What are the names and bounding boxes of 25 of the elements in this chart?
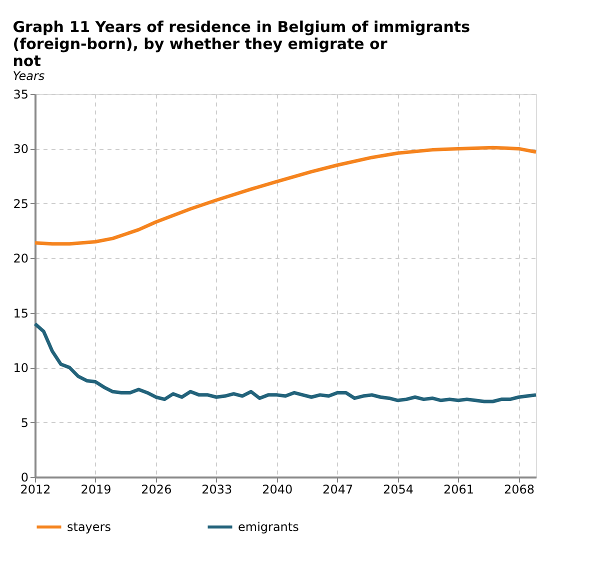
- line-series: [33, 322, 538, 404]
- y-tick-label: 35: [13, 88, 28, 102]
- chart-subtitle: Years: [12, 69, 45, 83]
- x-tick-label: 2047: [322, 482, 354, 496]
- x-tick-label: 2061: [443, 482, 474, 496]
- text: not: [12, 52, 41, 70]
- x-tick-label: 2068: [504, 482, 534, 496]
- x-tick-label: 2026: [141, 482, 172, 496]
- legend-label: emigrants: [238, 520, 299, 534]
- text: (foreign-born), by whether they emigrate or: [12, 35, 388, 53]
- y-tick-label: 30: [13, 142, 28, 156]
- y-tick-label: 0: [20, 470, 28, 484]
- y-tick-label: 20: [13, 252, 28, 266]
- y-tick-label: 15: [13, 306, 28, 320]
- x-tick-label: 2033: [202, 482, 232, 496]
- line-series: [33, 146, 538, 246]
- x-tick-label: 2054: [383, 482, 414, 496]
- y-tick-label: 5: [20, 416, 28, 430]
- legend-label: stayers: [67, 520, 111, 534]
- y-tick-label: 25: [13, 196, 28, 211]
- text: Graph 11 Years of residence in Belgium of immigrants: [12, 18, 470, 36]
- x-tick-label: 2012: [20, 482, 51, 496]
- x-tick-label: 2040: [262, 482, 293, 496]
- x-tick-label: 2019: [80, 482, 112, 496]
- y-tick-label: 10: [13, 361, 28, 376]
